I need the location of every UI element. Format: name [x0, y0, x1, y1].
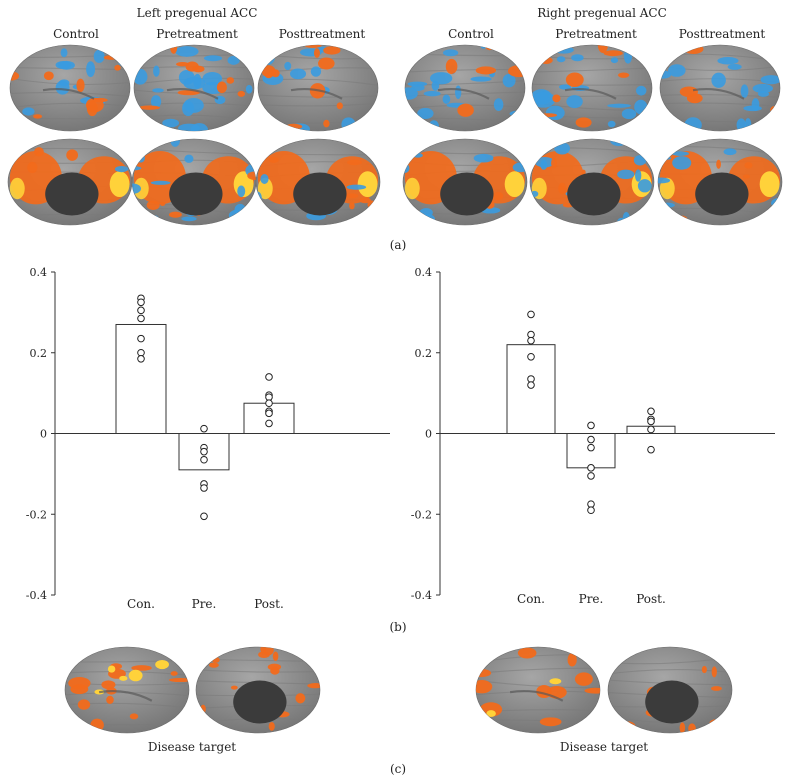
right-disease-target-caption: Disease target [559, 740, 649, 754]
data-point [527, 352, 535, 361]
left-medial-brain-2 [255, 138, 381, 226]
bar-con [506, 344, 556, 434]
data-point [200, 424, 208, 433]
panel-c-label: (c) [389, 762, 407, 776]
category-label: Con. [127, 597, 155, 611]
disease-target-left-medial [195, 646, 321, 734]
data-point [587, 472, 595, 480]
left-acc-bar-chart: 0.4 0.2 0 -0.2 -0.4 Con. Pre. Post. [26, 266, 390, 611]
left-posttreatment-label: Posttreatment [278, 27, 366, 41]
data-point [587, 435, 595, 444]
data-point [587, 443, 595, 452]
y-tick-label: -0.2 [411, 508, 432, 521]
right-pretreatment-label: Pretreatment [555, 27, 637, 41]
data-point [200, 447, 208, 456]
data-point [587, 464, 595, 472]
bar-pre [178, 433, 230, 471]
data-point [265, 373, 273, 381]
right-control-label: Control [448, 27, 494, 41]
data-point [647, 425, 655, 434]
y-tick-label: 0.2 [30, 347, 48, 360]
data-point [265, 409, 273, 418]
right-medial-brain-2 [657, 138, 783, 226]
data-point [587, 506, 595, 515]
right-posttreatment-label: Posttreatment [678, 27, 766, 41]
y-tick-label: 0 [425, 428, 432, 441]
data-point [137, 314, 145, 323]
data-point [137, 334, 145, 343]
left-lateral-brain-2 [257, 44, 379, 132]
data-point [647, 445, 655, 454]
right-acc-bar-chart: 0.4 0.2 0 -0.2 -0.4 Con. Pre. Post. [411, 266, 775, 606]
panel-b-label: (b) [389, 620, 407, 634]
right-lateral-brain-2 [659, 44, 781, 132]
left-disease-target-caption: Disease target [147, 740, 237, 754]
bar-con [115, 323, 167, 434]
data-point [527, 381, 535, 389]
data-point [137, 298, 145, 307]
right-pregenual-acc-title: Right pregenual ACC [537, 6, 667, 20]
right-medial-brain-1 [529, 138, 655, 226]
data-point [647, 407, 655, 416]
category-label: Pre. [579, 592, 604, 606]
data-point [200, 455, 208, 464]
data-point [200, 512, 208, 521]
data-point [527, 336, 535, 345]
category-label: Pre. [192, 597, 217, 611]
data-point [137, 306, 145, 315]
y-tick-label: -0.4 [26, 589, 47, 602]
category-label: Post. [636, 592, 666, 606]
data-point [200, 484, 208, 492]
data-point [527, 310, 535, 319]
left-control-label: Control [53, 27, 99, 41]
disease-target-right-lateral [475, 646, 601, 734]
panel-a-label: (a) [389, 238, 407, 252]
y-tick-label: 0.4 [30, 266, 48, 279]
y-tick-label: -0.2 [26, 508, 47, 521]
data-point [137, 355, 145, 363]
y-tick-label: 0 [40, 428, 47, 441]
data-point [587, 421, 595, 430]
y-tick-label: 0.4 [415, 266, 433, 279]
left-lateral-brain-1 [133, 44, 255, 132]
data-point [647, 417, 655, 426]
y-tick-label: -0.4 [411, 589, 432, 602]
y-tick-label: 0.2 [415, 347, 433, 360]
left-pregenual-acc-title: Left pregenual ACC [136, 6, 258, 20]
right-medial-brain-0 [402, 138, 528, 226]
data-point [265, 419, 273, 428]
category-label: Post. [254, 597, 284, 611]
category-label: Con. [517, 592, 545, 606]
data-point [265, 399, 273, 408]
left-pretreatment-label: Pretreatment [156, 27, 238, 41]
